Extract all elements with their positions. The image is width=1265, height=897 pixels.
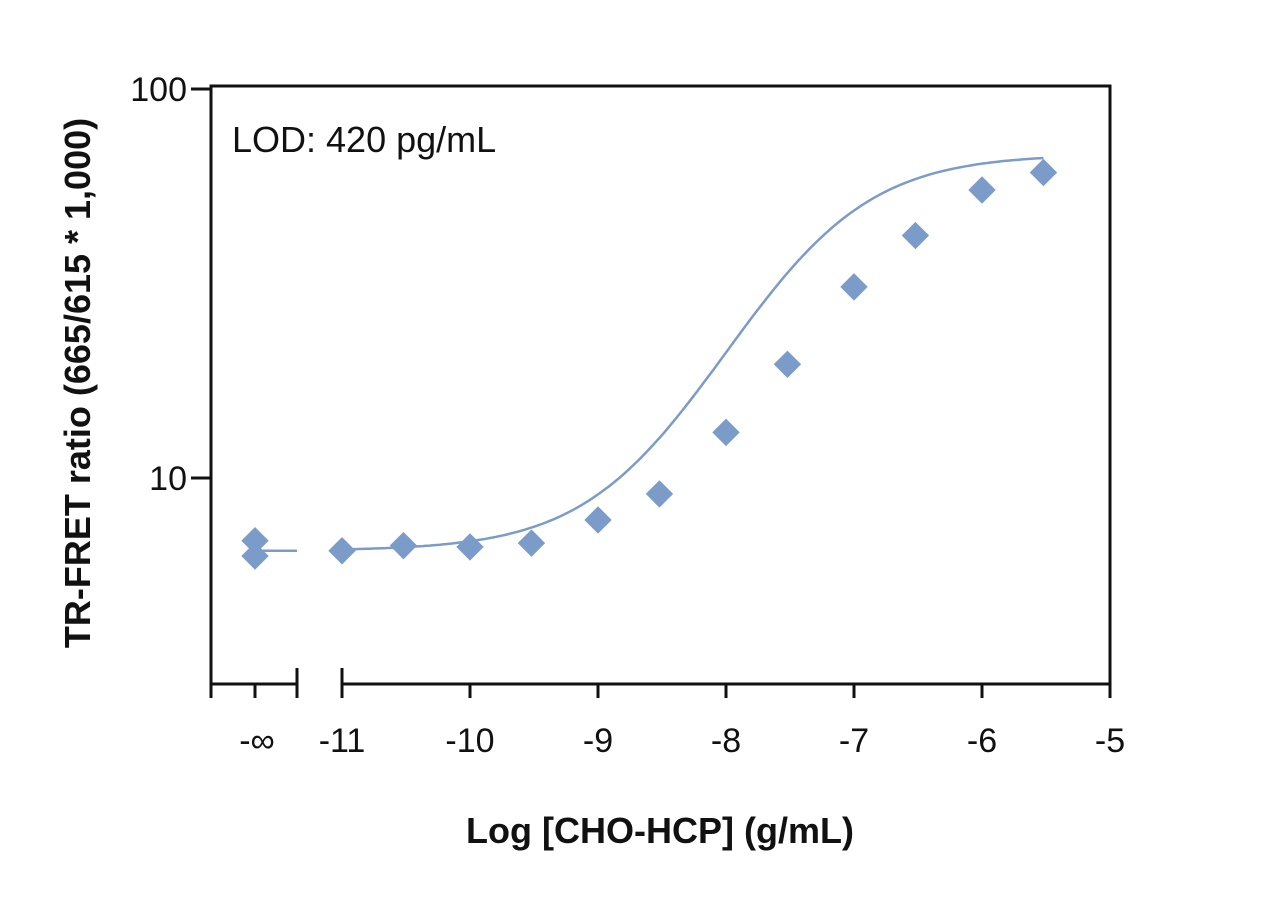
plot-frame [209, 84, 1112, 684]
x-tick-label: -6 [967, 722, 997, 760]
fit-curve [341, 156, 1044, 551]
y-axis-title: TR-FRET ratio (665/615 * 1,000) [57, 118, 98, 648]
data-points-layer [241, 158, 1058, 570]
x-tick-label: -11 [319, 722, 366, 760]
x-tick-label: -8 [711, 722, 741, 760]
y-tick-label: 10 [149, 460, 187, 498]
x-tick-label: -9 [583, 722, 613, 760]
x-tick-label: -5 [1095, 722, 1125, 760]
data-point [968, 176, 996, 204]
data-point-zero [241, 542, 269, 570]
x-axis-title: Log [CHO-HCP] (g/mL) [466, 810, 854, 851]
data-point [645, 480, 674, 508]
data-point [456, 533, 484, 561]
x-tick-label: -10 [445, 722, 494, 760]
lod-annotation: LOD: 420 pg/mL [232, 119, 496, 160]
x-tick-label-zero: -∞ [239, 722, 275, 760]
data-point [517, 529, 546, 557]
x-tick-label: -7 [839, 722, 869, 760]
data-point [389, 531, 418, 560]
data-point [328, 537, 356, 565]
data-point [1029, 158, 1058, 187]
data-point [712, 418, 740, 447]
data-point [584, 506, 612, 534]
data-point [773, 350, 802, 379]
data-point [901, 221, 930, 250]
axes-layer [191, 84, 1112, 698]
data-point [840, 273, 868, 301]
labels-layer: -∞ -11 -10 -9 -8 -7 -6 -5 10 100 [130, 71, 1125, 760]
y-tick-label: 100 [130, 71, 187, 109]
